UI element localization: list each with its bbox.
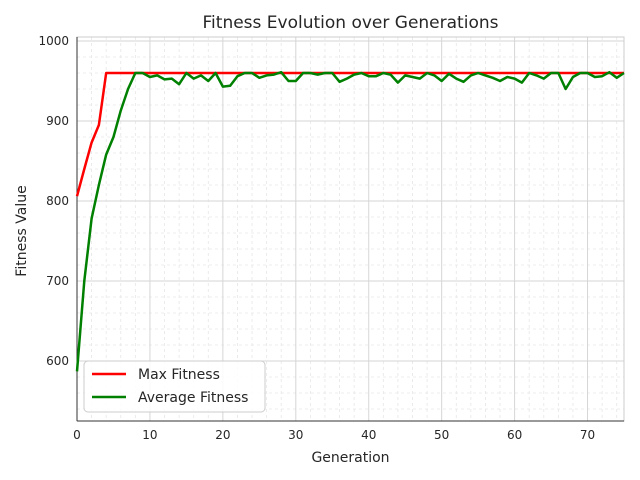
x-tick-label: 60 xyxy=(507,428,522,442)
x-tick-label: 0 xyxy=(73,428,81,442)
y-tick-label: 700 xyxy=(46,274,69,288)
chart-title: Fitness Evolution over Generations xyxy=(203,13,499,33)
x-tick-label: 10 xyxy=(142,428,157,442)
x-tick-label: 70 xyxy=(580,428,595,442)
x-axis-ticks: 0 10 20 30 40 50 60 70 xyxy=(73,428,595,442)
legend: Max Fitness Average Fitness xyxy=(83,360,266,413)
y-tick-label: 600 xyxy=(46,354,69,368)
y-axis-label: Fitness Value xyxy=(14,185,30,276)
series-layer xyxy=(75,70,625,372)
y-tick-label: 900 xyxy=(46,114,69,128)
series-line-average-fitness xyxy=(75,70,625,372)
legend-label-max-fitness: Max Fitness xyxy=(138,367,220,383)
y-tick-label: 800 xyxy=(46,194,69,208)
legend-label-average-fitness: Average Fitness xyxy=(138,390,248,406)
y-tick-label: 1000 xyxy=(38,34,69,48)
x-tick-label: 40 xyxy=(361,428,376,442)
y-axis-ticks: 600 700 800 900 1000 xyxy=(38,34,69,368)
x-tick-label: 30 xyxy=(288,428,303,442)
x-tick-label: 20 xyxy=(215,428,230,442)
x-tick-label: 50 xyxy=(434,428,449,442)
legend-box xyxy=(83,360,266,413)
x-axis-label: Generation xyxy=(311,450,389,466)
